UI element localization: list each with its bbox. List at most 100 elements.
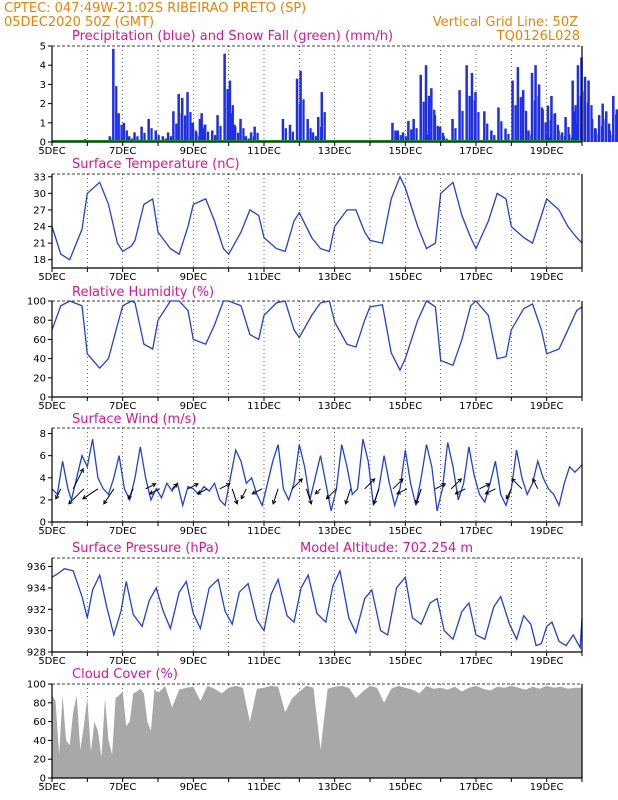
x-tick-label: 5DEC	[38, 656, 65, 667]
precip-bar	[601, 103, 604, 142]
x-tick-label: 9DEC	[180, 401, 207, 412]
y-tick-label: 30	[33, 189, 46, 200]
precip-bar	[516, 67, 520, 142]
wind-arrow	[127, 488, 134, 500]
precip-bar	[223, 53, 226, 142]
precip-bar	[612, 95, 615, 142]
precip-bar	[493, 135, 496, 142]
precip-bar	[519, 97, 522, 142]
precip-bar	[571, 80, 574, 142]
y-tick-label: 930	[27, 626, 46, 637]
wind-arrow	[396, 488, 408, 495]
wind-arrow	[485, 488, 496, 495]
wind-arrow	[364, 478, 376, 490]
y-tick-label: 21	[33, 239, 46, 250]
wind-arrow	[455, 488, 466, 495]
x-tick-label: 13DEC	[318, 656, 352, 667]
x-tick-label: 13DEC	[318, 146, 352, 157]
precip-bar	[567, 134, 571, 142]
precip-bar	[426, 134, 430, 142]
precip-bar	[147, 118, 150, 142]
wind-arrow	[231, 488, 238, 504]
wind-arrow-head	[196, 490, 202, 495]
wind-arrow	[450, 478, 462, 490]
precip-bar	[396, 130, 400, 142]
wind-arrow	[145, 483, 156, 490]
precip-bar	[230, 113, 233, 142]
x-tick-label: 17DEC	[459, 146, 493, 157]
wind-arrow	[82, 488, 99, 500]
wind-arrow-head	[251, 490, 257, 495]
precip-bar	[177, 94, 180, 142]
x-tick-label: 11DEC	[247, 401, 281, 412]
precip-bar	[291, 131, 295, 142]
wind-arrow-head	[271, 499, 277, 505]
wind-arrow-head	[233, 499, 239, 505]
wind-arrow-head	[298, 478, 304, 483]
wind-arrow	[373, 488, 380, 504]
x-tick-label: 19DEC	[530, 782, 564, 793]
precip-bar	[253, 126, 256, 142]
precip-bar	[422, 101, 425, 142]
y-tick-label: 4	[40, 473, 46, 484]
precip-bar	[564, 117, 567, 142]
y-tick-label: 0	[40, 518, 46, 529]
wind-arrow-head	[398, 478, 404, 483]
x-tick-label: 9DEC	[180, 526, 207, 537]
wind-arrow	[479, 483, 490, 490]
wind-arrow	[219, 483, 231, 490]
precip-bar	[206, 131, 210, 142]
y-tick-label: 3	[40, 80, 46, 91]
precip-bar	[219, 125, 222, 142]
precip-bar	[451, 118, 454, 142]
wind-arrow-head	[441, 483, 447, 488]
x-tick-label: 19DEC	[530, 656, 564, 667]
y-tick-label: 8	[40, 429, 46, 440]
precip-bar	[465, 65, 468, 142]
y-tick-label: 40	[33, 354, 46, 365]
wind-arrow-head	[511, 478, 516, 483]
x-tick-label: 11DEC	[247, 272, 281, 283]
precip-bar	[468, 95, 471, 142]
precip-bar	[249, 132, 253, 142]
precip-bar	[530, 72, 534, 142]
chart-panels: 0 1 2 3 4 5 5DEC 7DEC 9DEC 11DEC 13DEC 15DEC 17DEC 19…	[27, 42, 618, 793]
x-tick-label: 17DEC	[459, 656, 493, 667]
x-tick-label: 7DEC	[109, 146, 136, 157]
wind-arrow	[149, 488, 160, 495]
precip-bar	[200, 113, 203, 142]
wind-arrow	[68, 488, 85, 505]
precip-bar	[281, 118, 285, 142]
precip-bar	[527, 130, 530, 142]
precip-bar	[140, 126, 143, 142]
y-tick-label: 4	[40, 61, 46, 72]
precip-bar	[136, 136, 139, 142]
y-tick-label: 18	[33, 255, 46, 266]
wind-arrow-head	[505, 494, 510, 500]
wind-arrow	[197, 488, 208, 495]
x-tick-label: 17DEC	[459, 272, 493, 283]
y-tick-label: 6	[40, 451, 46, 462]
wind-arrow-head	[415, 499, 420, 505]
wind-arrow	[187, 483, 199, 490]
wind-arrow	[72, 468, 84, 490]
precip-bar	[228, 80, 232, 142]
wind-arrow-head	[103, 499, 108, 505]
precip-bar	[521, 90, 525, 142]
header-location: CPTEC: 047:49W-21:02S RIBEIRAO PRETO (SP…	[4, 1, 306, 16]
precip-bar	[524, 110, 528, 142]
precip-bar	[309, 128, 312, 142]
precip-bar	[299, 70, 302, 142]
precip-bar	[419, 74, 422, 142]
precip-bar	[590, 118, 594, 142]
x-tick-label: 15DEC	[388, 146, 422, 157]
cloud-area	[52, 685, 582, 778]
precip-bar	[537, 84, 541, 142]
precip-bar	[189, 112, 192, 142]
precip-bar	[233, 126, 237, 142]
precip-bar	[112, 48, 115, 142]
x-tick-label: 13DEC	[318, 272, 352, 283]
precip-bar	[311, 132, 315, 142]
x-tick-label: 5DEC	[38, 272, 65, 283]
y-tick-label: 0	[40, 393, 46, 404]
